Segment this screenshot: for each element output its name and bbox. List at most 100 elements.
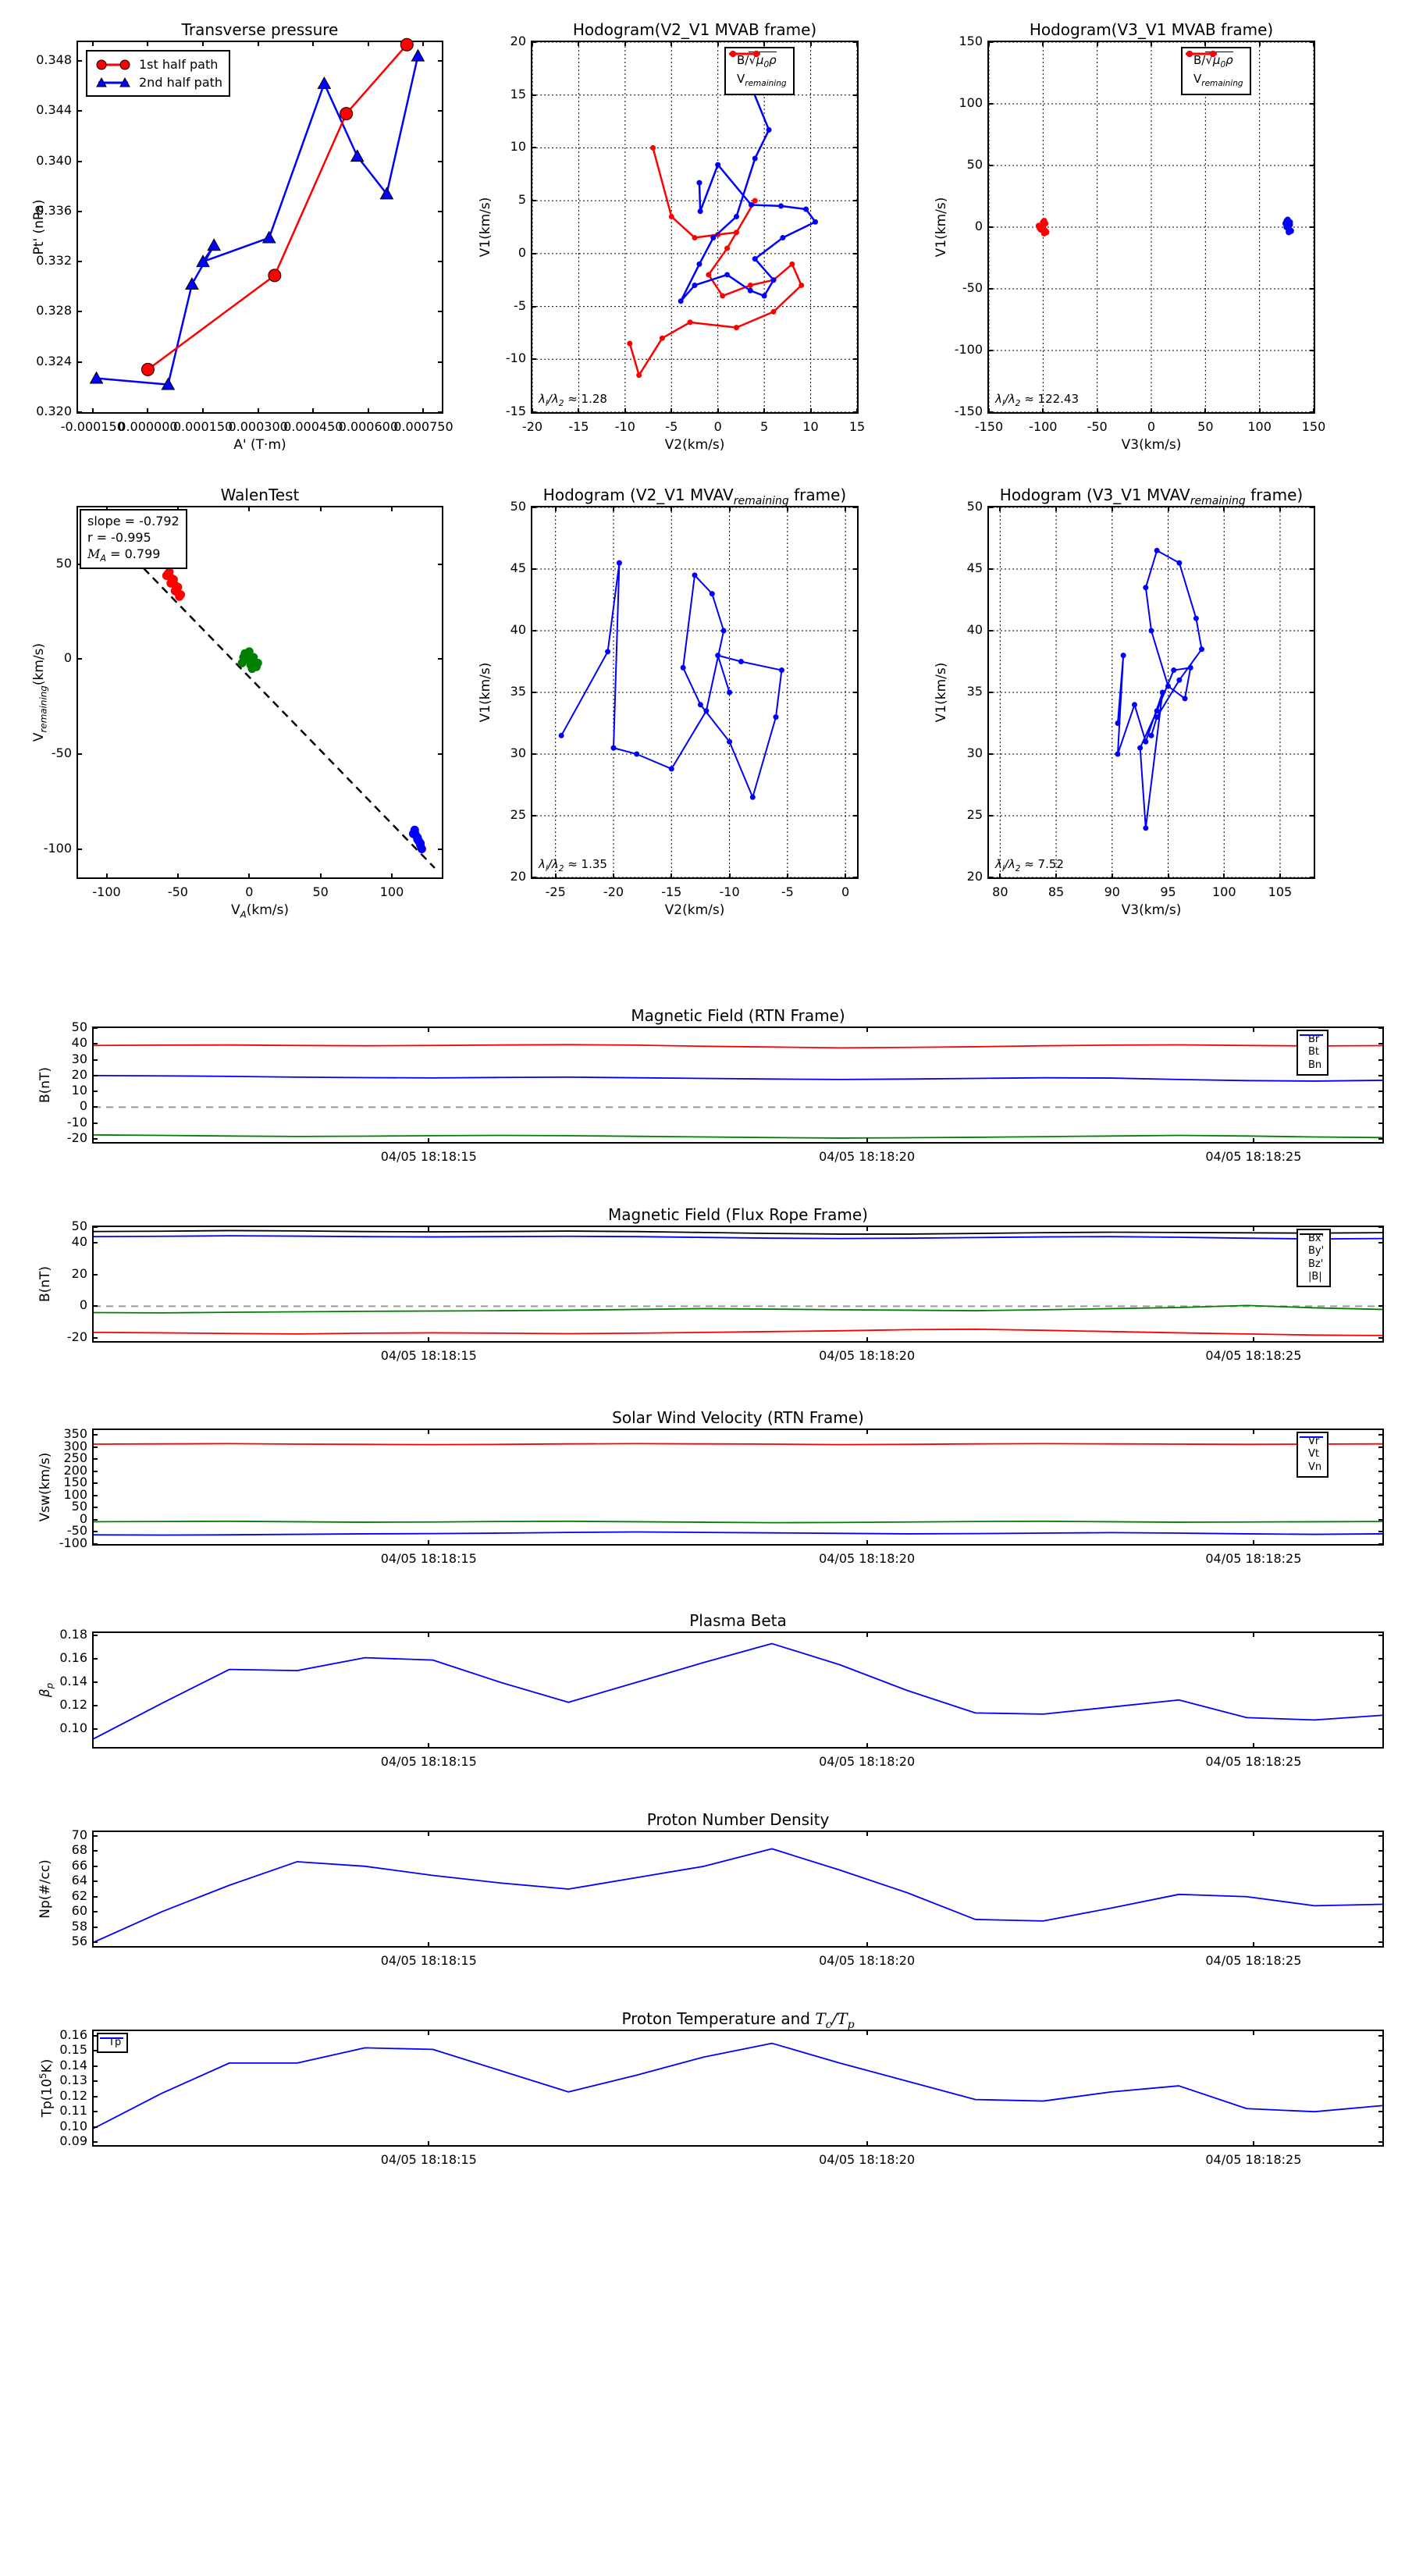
annotation-lambda-ratio: λl/λ2 ≈ 122.43 (995, 392, 1080, 408)
ytickmark (853, 252, 859, 254)
yaxis-label-hodo_v3v1_mvab: V1(km/s) (934, 197, 949, 258)
ytick-proton_temp-7: 0.16 (59, 2026, 87, 2042)
ytick-hodo_v3v1_mvab-0: -150 (954, 404, 983, 418)
ytick-hodo_v2v1_mvab-2: -5 (514, 297, 526, 313)
xtick-proton_density-1: 04/05 18:18:20 (819, 1953, 916, 1968)
xtickmark (866, 1631, 868, 1637)
xtickmark (1252, 2030, 1254, 2035)
xtick-proton_temp-2: 04/05 18:18:25 (1205, 2152, 1302, 2167)
ytickmark (92, 1494, 98, 1496)
xtickmark (728, 506, 731, 511)
ytick-vsw_rtn-5: 150 (63, 1475, 87, 1490)
xtick-hodo_v3v1_mvab-6: 150 (1301, 419, 1326, 434)
xtickmark (176, 506, 179, 511)
ytickmark (92, 1865, 98, 1867)
xtick-vsw_rtn-0: 04/05 18:18:15 (380, 1551, 477, 1566)
ytickmark (92, 1518, 98, 1521)
ytickmark (1378, 1705, 1384, 1707)
xtickmark (428, 2030, 430, 2035)
ytickmark (1378, 2065, 1384, 2067)
ytick-proton_density-5: 66 (71, 1857, 87, 1873)
xtick-transverse_pressure-0: -0.000150 (60, 419, 125, 434)
ytickmark (438, 848, 443, 850)
ytickmark (438, 563, 443, 565)
xtickmark (176, 873, 179, 879)
xtickmark (1313, 408, 1314, 414)
panel-title-mag_rtn: Magnetic Field (RTN Frame) (631, 1006, 845, 1025)
ytick-transverse_pressure-3: 0.332 (36, 253, 72, 269)
ytickmark (531, 411, 536, 413)
ytick-vsw_rtn-7: 250 (63, 1450, 87, 1466)
ytickmark (76, 563, 82, 565)
ytickmark (76, 110, 82, 112)
xtickmark (809, 41, 812, 46)
xtickmark (367, 41, 369, 46)
ytickmark (531, 252, 536, 254)
ytick-vsw_rtn-9: 350 (63, 1426, 87, 1442)
yaxis-label-proton_density: Np(#/cc) (37, 1859, 53, 1919)
legend-item: By' (1300, 1233, 1324, 1258)
legend-transverse-pressure: 1st half path 2nd half path (86, 50, 231, 98)
ytickmark (853, 877, 859, 878)
ytickmark (438, 753, 443, 755)
ytick-hodo_v2v1_mvab-4: 5 (518, 192, 526, 208)
xtickmark (105, 506, 108, 511)
ytickmark (531, 358, 536, 361)
ytick-transverse_pressure-6: 0.344 (36, 102, 72, 118)
xtick-hodo_v3v1_mvav-2: 90 (1104, 884, 1120, 899)
walen-slope: slope = -0.792 (87, 514, 180, 528)
xtickmark (1204, 408, 1207, 414)
xtickmark (312, 41, 315, 46)
ytickmark (853, 94, 859, 96)
xtickmark (1223, 873, 1225, 879)
panel-title-hodo_v3v1_mvab: Hodogram(V3_V1 MVAB frame) (1029, 20, 1274, 39)
xtick-transverse_pressure-6: 0.000750 (393, 419, 454, 434)
legend-label: |B| (1308, 1270, 1322, 1283)
xtickmark (1258, 41, 1261, 46)
xtickmark (999, 873, 1001, 879)
walen-ma: MA = 0.799 (87, 546, 161, 564)
ytickmark (1378, 2111, 1384, 2113)
ytick-hodo_v3v1_mvab-6: 150 (959, 34, 983, 48)
ytick-hodo_v3v1_mvab-3: 0 (974, 219, 983, 233)
ytickmark (92, 1027, 98, 1029)
plot-area-hodo_v3v1_mvab (987, 41, 1315, 414)
ytickmark (76, 210, 82, 212)
yaxis-label-hodo_v2v1_mvab: V1(km/s) (478, 197, 493, 258)
legend-label: Bz' (1308, 1258, 1324, 1270)
ytickmark (531, 305, 536, 308)
xtickmark (670, 506, 673, 511)
ytick-proton_temp-4: 0.13 (59, 2073, 87, 2088)
xtickmark (391, 506, 393, 511)
plot-area-transverse_pressure (76, 37, 443, 414)
legend-label: Vremaining (737, 72, 787, 89)
xtickmark (624, 408, 626, 414)
xtickmark (202, 408, 205, 414)
xtickmark (809, 408, 812, 414)
ytickmark (1378, 1122, 1384, 1124)
ytick-mag_fluxrope-2: 20 (71, 1265, 87, 1281)
ytick-proton_density-1: 58 (71, 1918, 87, 1934)
ytickmark (92, 1043, 98, 1045)
panel-title-plasma_beta: Plasma Beta (689, 1611, 787, 1630)
xtickmark (1252, 1226, 1254, 1231)
ytickmark (987, 507, 993, 508)
xtickmark (91, 408, 94, 414)
ytickmark (92, 1074, 98, 1076)
plot-area-proton_density (92, 1831, 1384, 1948)
ytickmark (1378, 1926, 1384, 1928)
xtickmark (319, 873, 322, 879)
ytickmark (438, 210, 443, 212)
ytickmark (1310, 103, 1315, 105)
ytickmark (92, 1705, 98, 1707)
ytickmark (92, 1273, 98, 1276)
xtick-transverse_pressure-2: 0.000150 (173, 419, 233, 434)
xaxis-label-hodo_v3v1_mvab: V3(km/s) (1121, 437, 1182, 453)
ytickmark (987, 41, 993, 43)
xtickmark (866, 1429, 868, 1434)
xtick-hodo_v2v1_mvab-7: 15 (848, 419, 866, 434)
panel-title-vsw_rtn: Solar Wind Velocity (RTN Frame) (612, 1408, 864, 1427)
legend-item: |B| (1300, 1233, 1324, 1283)
legend-item: Bt (1300, 1034, 1323, 1059)
